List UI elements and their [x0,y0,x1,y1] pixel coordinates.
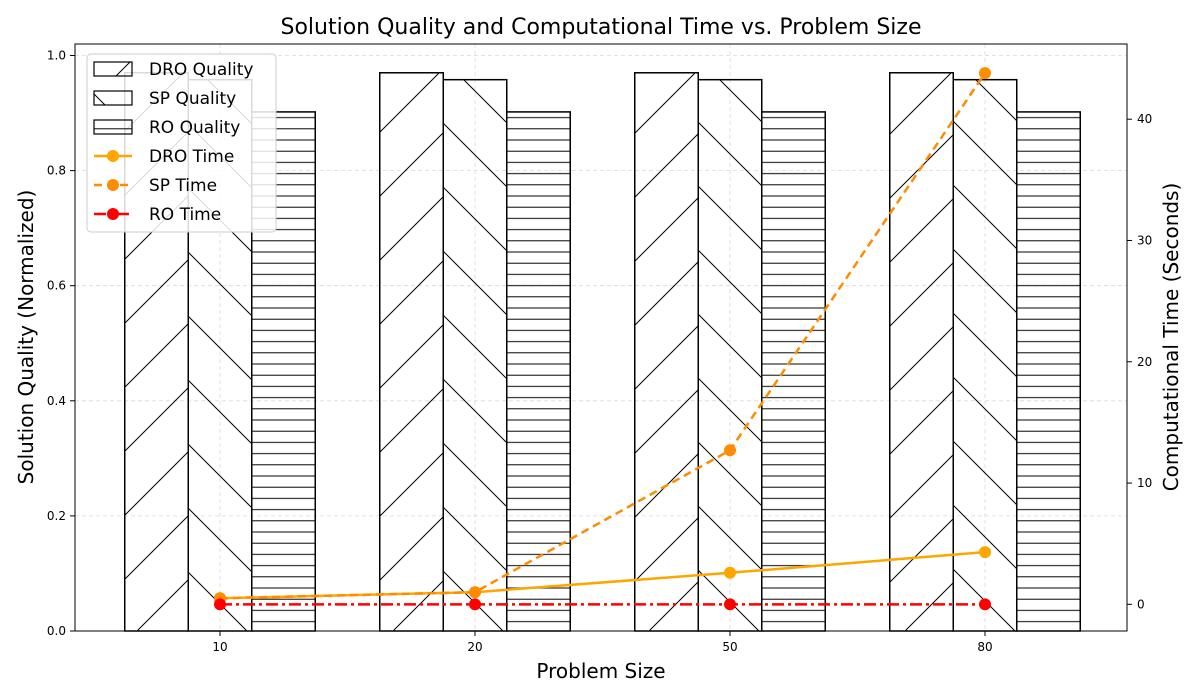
y2-axis-title: Computational Time (Seconds) [1159,183,1183,492]
y-tick-label: 1.0 [47,49,66,63]
point-ro-time [979,598,991,611]
legend-label: RO Time [149,205,221,225]
point-sp-time [724,444,736,457]
line-sp-time [219,72,987,600]
legend-label: DRO Time [149,147,234,167]
y2-tick-label: 20 [1137,355,1152,369]
y-tick-label: 0.8 [47,164,66,178]
y-axis-title: Solution Quality (Normalized) [14,190,38,485]
y-tick-label: 0.6 [47,279,66,293]
bar-sp-quality [442,78,508,632]
legend-marker [107,150,119,162]
y2-tick-label: 10 [1137,476,1152,490]
point-dro-time [979,546,991,559]
legend-label: SP Quality [149,89,236,109]
y-axis-right: 0 10 20 30 40 [1127,112,1152,611]
legend-box [86,53,277,233]
point-ro-time [724,598,736,611]
point-sp-time [979,67,991,80]
legend-marker [107,179,119,191]
bar-ro-quality [506,111,571,632]
chart-title: Solution Quality and Computational Time … [281,15,922,40]
bar-dro-quality [379,72,444,632]
x-axis: 10 20 50 80 [212,631,993,654]
plot-frame [74,43,1128,632]
time-lines [214,67,991,611]
x-tick-label: 80 [977,640,992,654]
y-tick-label: 0.0 [47,624,66,638]
y-tick-label: 0.4 [47,394,66,408]
legend-label: DRO Quality [149,60,253,80]
y2-tick-label: 30 [1137,233,1152,247]
legend-swatch [93,90,133,106]
bar-ro-quality [761,111,826,632]
bar-dro-quality [889,72,954,632]
bar-sp-quality [697,78,763,632]
y2-tick-label: 0 [1137,597,1145,611]
legend-label: SP Time [149,176,217,196]
x-axis-title: Problem Size [536,659,665,683]
x-tick-label: 50 [722,640,737,654]
legend-swatch [93,119,133,135]
point-dro-time [724,566,736,579]
x-tick-label: 10 [212,640,227,654]
point-ro-time [469,598,481,611]
legend-label: RO Quality [149,118,240,138]
bar-dro-quality [634,72,699,632]
bar-sp-quality [952,78,1018,632]
point-sp-time [469,586,481,599]
legend: DRO Quality SP Quality RO Quality DRO Time S… [86,53,277,233]
line-dro-time [219,550,986,600]
y2-tick-label: 40 [1137,112,1152,126]
legend-marker [107,208,119,220]
y-tick-label: 0.2 [47,509,66,523]
legend-swatch [93,61,133,77]
bar-ro-quality [1016,111,1081,632]
point-ro-time [214,598,226,611]
y-axis-left: 0.0 0.2 0.4 0.6 0.8 1.0 [47,49,75,638]
x-tick-label: 20 [467,640,482,654]
